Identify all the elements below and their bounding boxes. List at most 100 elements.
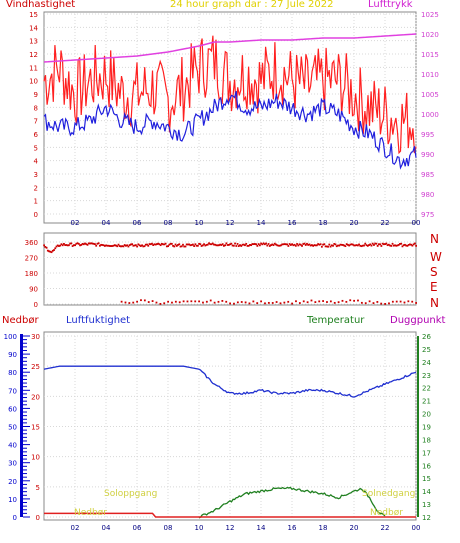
direction-point xyxy=(244,301,247,304)
humidity-series xyxy=(43,365,417,398)
direction-point xyxy=(79,244,81,247)
direction-point xyxy=(360,245,363,248)
direction-point xyxy=(340,243,343,246)
temperature-tick-label: 13 xyxy=(422,501,431,509)
time-tick-label: 20 xyxy=(350,524,359,532)
direction-point xyxy=(153,243,156,246)
direction-point xyxy=(279,302,282,305)
direction-point xyxy=(171,301,173,304)
direction-point xyxy=(369,243,372,246)
direction-point xyxy=(158,243,161,246)
direction-point xyxy=(187,243,189,246)
rain-series xyxy=(44,512,416,518)
direction-point xyxy=(409,243,411,246)
direction-point xyxy=(354,244,357,247)
humidity-tick-label: 5 xyxy=(36,484,40,492)
pressure-tick-label: 975 xyxy=(421,211,434,219)
direction-point xyxy=(45,246,48,249)
direction-point xyxy=(386,244,389,247)
direction-point xyxy=(399,242,401,245)
direction-point xyxy=(213,301,216,304)
direction-point xyxy=(226,244,229,246)
direction-point xyxy=(136,245,138,248)
direction-point xyxy=(317,243,320,245)
time-tick-label: 06 xyxy=(133,524,142,532)
tick-labels: 0123456789101112131415975980985990995100… xyxy=(4,11,439,532)
direction-point xyxy=(112,244,115,247)
direction-point xyxy=(411,244,414,247)
direction-point xyxy=(357,299,359,302)
direction-point xyxy=(58,245,60,247)
direction-point xyxy=(132,301,135,304)
direction-point xyxy=(230,242,233,245)
temperature-tick-label: 15 xyxy=(422,475,431,483)
direction-point xyxy=(285,243,287,246)
direction-point xyxy=(361,244,364,247)
direction-point xyxy=(95,244,98,247)
direction-point xyxy=(122,245,125,248)
direction-point xyxy=(399,300,402,303)
direction-point xyxy=(50,251,53,254)
temperature-tick-label: 16 xyxy=(422,462,431,470)
rain-tick-label: 10 xyxy=(8,496,17,504)
direction-point xyxy=(132,244,135,247)
direction-point xyxy=(143,245,146,248)
temperature-label: Temperatur xyxy=(307,315,365,326)
direction-point xyxy=(302,300,305,303)
direction-point xyxy=(384,302,386,305)
direction-point xyxy=(318,300,321,303)
direction-point xyxy=(260,300,262,303)
pressure-tick-label: 1000 xyxy=(421,111,439,119)
direction-point xyxy=(54,247,57,250)
sunrise-label: Soloppgang xyxy=(104,489,158,499)
direction-point xyxy=(378,243,380,246)
wind-tick-label: 3 xyxy=(34,171,38,179)
dir-letter-s: S xyxy=(430,265,438,279)
direction-point xyxy=(256,302,259,305)
direction-point xyxy=(333,243,336,245)
temperature-tick-label: 22 xyxy=(422,385,431,393)
rain-tick-label: 30 xyxy=(8,460,17,468)
direction-point xyxy=(220,244,223,246)
direction-point xyxy=(71,245,74,247)
direction-point xyxy=(239,244,241,247)
direction-point xyxy=(195,244,198,247)
direction-point xyxy=(101,244,104,246)
time-tick-label: 02 xyxy=(71,524,80,532)
direction-point xyxy=(91,242,94,245)
direction-point xyxy=(366,244,369,247)
time-tick-label: 16 xyxy=(288,524,297,532)
direction-point xyxy=(289,244,292,246)
direction-point xyxy=(309,244,312,247)
direction-point xyxy=(267,243,270,245)
direction-point xyxy=(412,243,415,246)
direction-point xyxy=(265,242,267,245)
time-tick-label: 08 xyxy=(164,219,173,227)
direction-point xyxy=(113,244,116,247)
direction-point xyxy=(105,244,107,247)
direction-point xyxy=(291,243,293,246)
direction-point xyxy=(353,244,355,247)
direction-point xyxy=(318,243,321,246)
rain-tick-label: 70 xyxy=(8,387,17,395)
direction-point xyxy=(275,301,278,303)
temperature-tick-label: 14 xyxy=(422,488,431,496)
direction-point xyxy=(322,243,324,246)
direction-point xyxy=(157,242,160,245)
direction-point xyxy=(126,244,129,247)
direction-point xyxy=(297,244,300,247)
wind-tick-label: 9 xyxy=(34,91,38,99)
direction-point xyxy=(199,243,202,246)
direction-point xyxy=(155,301,158,304)
direction-point xyxy=(92,242,95,245)
humidity-tick-label: 10 xyxy=(31,454,40,462)
wind-tick-label: 11 xyxy=(29,64,38,72)
direction-point xyxy=(82,243,85,246)
temperature-tick-label: 20 xyxy=(422,411,431,419)
direction-point xyxy=(271,243,274,246)
direction-point xyxy=(333,301,336,304)
pressure-tick-label: 980 xyxy=(421,191,434,199)
direction-point xyxy=(291,302,293,305)
direction-point xyxy=(294,244,297,247)
direction-point xyxy=(345,300,348,303)
